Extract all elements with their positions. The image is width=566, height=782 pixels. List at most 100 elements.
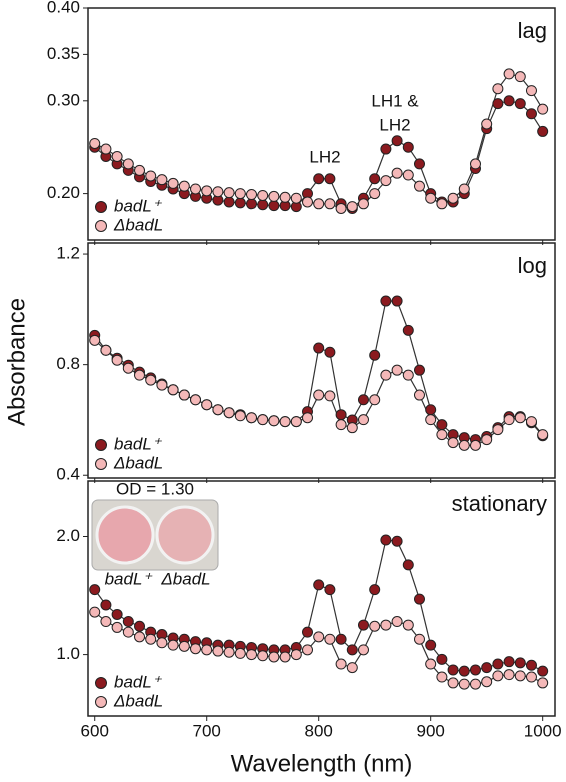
- data-point: [134, 631, 146, 643]
- data-point: [190, 183, 202, 195]
- legend-marker: [95, 439, 107, 451]
- data-point: [89, 334, 101, 346]
- data-point: [402, 141, 414, 153]
- data-point: [503, 669, 515, 681]
- data-point: [525, 416, 537, 428]
- data-point: [469, 664, 481, 676]
- data-point: [178, 389, 190, 401]
- data-point: [402, 324, 414, 336]
- y-tick-label: 2.0: [56, 526, 80, 545]
- data-point: [167, 639, 179, 651]
- layout: [91, 499, 219, 571]
- data-point: [234, 197, 246, 209]
- data-point: [268, 415, 280, 427]
- data-point: [369, 349, 381, 361]
- data-point: [335, 419, 347, 431]
- legend-label: badL⁺: [114, 196, 163, 215]
- x-tick-label: 1000: [524, 721, 562, 740]
- data-point: [458, 678, 470, 690]
- legend-marker: [95, 201, 107, 213]
- data-point: [156, 379, 168, 391]
- data-point: [413, 180, 425, 192]
- data-point: [369, 173, 381, 185]
- data-point: [357, 644, 369, 656]
- data-point: [369, 584, 381, 596]
- data-point: [402, 169, 414, 181]
- data-point: [190, 643, 202, 655]
- data-point: [481, 662, 493, 674]
- data-point: [413, 158, 425, 170]
- data-point: [335, 202, 347, 214]
- data-point: [223, 407, 235, 419]
- data-point: [324, 584, 336, 596]
- data-point: [346, 422, 358, 434]
- data-point: [469, 439, 481, 451]
- legend-marker: [95, 458, 107, 470]
- panel-label: lag: [518, 18, 547, 43]
- data-point: [268, 651, 280, 663]
- data-point: [380, 534, 392, 546]
- data-point: [246, 649, 258, 661]
- data-point: [122, 626, 134, 638]
- data-point: [413, 364, 425, 376]
- x-tick-label: 600: [81, 721, 109, 740]
- data-point: [212, 404, 224, 416]
- data-point: [380, 295, 392, 307]
- data-point: [122, 616, 134, 628]
- data-point: [503, 656, 515, 668]
- data-point: [503, 414, 515, 426]
- data-point: [324, 346, 336, 358]
- y-axis-title: Absorbance: [3, 298, 30, 426]
- data-point: [525, 659, 537, 671]
- plot-frame: [87, 242, 556, 479]
- y-tick-label: 0.8: [56, 354, 80, 373]
- data-point: [89, 606, 101, 618]
- data-point: [134, 369, 146, 381]
- data-point: [413, 633, 425, 645]
- data-point: [413, 593, 425, 605]
- data-point: [391, 167, 403, 179]
- data-point: [447, 192, 459, 204]
- data-point: [122, 158, 134, 170]
- data-point: [346, 644, 358, 656]
- data-point: [145, 633, 157, 645]
- data-point: [436, 429, 448, 441]
- plot-frame: [87, 480, 556, 717]
- data-point: [402, 559, 414, 571]
- data-point: [145, 170, 157, 182]
- panel-label: stationary: [452, 491, 547, 516]
- data-point: [100, 344, 112, 356]
- y-tick-label: 0.40: [47, 0, 80, 16]
- data-point: [425, 414, 437, 426]
- data-point: [89, 137, 101, 149]
- data-point: [134, 620, 146, 632]
- y-tick-label: 0.35: [47, 44, 80, 63]
- data-point: [212, 186, 224, 198]
- data-point: [413, 389, 425, 401]
- data-point: [290, 192, 302, 204]
- data-point: [234, 647, 246, 659]
- data-point: [111, 354, 123, 366]
- data-point: [492, 83, 504, 95]
- data-point: [145, 374, 157, 386]
- data-point: [122, 362, 134, 374]
- data-point: [503, 68, 515, 80]
- data-point: [279, 191, 291, 203]
- legend-label: badL⁺: [114, 672, 163, 691]
- data-point: [391, 295, 403, 307]
- data-point: [436, 671, 448, 683]
- x-tick-label: 800: [305, 721, 333, 740]
- data-point: [391, 135, 403, 147]
- data-point: [268, 200, 280, 212]
- data-point: [492, 670, 504, 682]
- data-point: [369, 394, 381, 406]
- annotation: LH2: [309, 147, 340, 166]
- data-point: [324, 173, 336, 185]
- data-point: [537, 125, 549, 137]
- data-point: [246, 412, 258, 424]
- data-point: [525, 671, 537, 683]
- data-point: [492, 98, 504, 110]
- data-point: [402, 369, 414, 381]
- data-point: [514, 71, 526, 83]
